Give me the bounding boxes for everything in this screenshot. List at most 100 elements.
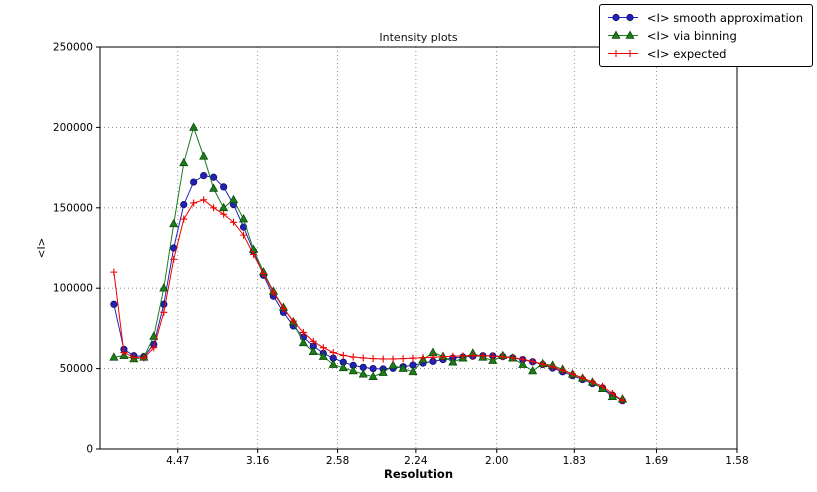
chart-title: Intensity plots (379, 31, 458, 44)
data-point-plus (220, 210, 228, 218)
legend-item-smooth-approximation: <I> smooth approximation (606, 9, 803, 26)
data-point-triangle (179, 157, 189, 167)
data-point-plus (489, 352, 497, 360)
data-point-plus (140, 354, 148, 362)
data-point-triangle (611, 30, 621, 39)
legend-item-expected: <I> expected (606, 45, 803, 62)
data-point-triangle (238, 214, 249, 223)
legend: <I> smooth approximation <I> via binning… (598, 4, 813, 67)
data-point-triangle (159, 283, 169, 292)
data-point-plus (160, 308, 168, 316)
data-point-circle (200, 172, 208, 180)
series-line (113, 199, 623, 401)
data-point-plus (479, 352, 487, 360)
data-point-triangle (199, 151, 209, 160)
data-point-plus (120, 349, 128, 357)
data-point-plus (608, 390, 616, 398)
data-point-triangle (488, 355, 498, 364)
x-axis-label: Resolution (383, 467, 454, 481)
data-point-plus (519, 355, 527, 363)
y-tick-label: 150000 (53, 202, 93, 214)
data-point-plus (559, 366, 567, 374)
axes-border (99, 46, 738, 450)
data-point-triangle (518, 359, 528, 368)
x-tick-label: 1.83 (563, 455, 586, 467)
data-point-plus (110, 268, 118, 276)
data-point-triangle (149, 331, 159, 340)
x-tick-label: 1.58 (725, 455, 748, 467)
y-tick-label: 0 (86, 444, 93, 456)
legend-marker-circle-icon (607, 13, 638, 22)
legend-label-expected: <I> expected (646, 46, 727, 61)
data-point-triangle (109, 352, 119, 361)
x-tick-label: 2.58 (326, 455, 349, 467)
data-point-plus (626, 50, 634, 57)
data-point-plus (618, 396, 626, 404)
data-point-triangle (625, 30, 635, 39)
x-tick-label: 2.00 (485, 455, 508, 467)
plot-background (100, 47, 737, 449)
data-point-plus (599, 382, 607, 390)
data-point-triangle (228, 194, 239, 204)
data-point-plus (150, 344, 158, 352)
data-point-plus (130, 353, 138, 361)
x-tick-label: 3.16 (246, 455, 270, 467)
data-point-circle (612, 13, 620, 22)
data-point-plus (319, 344, 327, 352)
data-point-plus (299, 328, 307, 336)
y-axis-label: <I> (36, 237, 48, 259)
data-point-plus (369, 355, 377, 363)
data-point-triangle (358, 369, 368, 378)
data-point-plus (289, 317, 297, 325)
data-point-triangle (398, 363, 408, 372)
y-tick-label: 200000 (53, 122, 93, 134)
series-line (113, 125, 623, 400)
data-point-plus (210, 204, 218, 212)
data-point-plus (399, 355, 407, 363)
data-point-plus (459, 352, 467, 360)
data-point-triangle (318, 351, 328, 360)
data-point-triangle (298, 337, 308, 347)
data-point-triangle (209, 183, 219, 192)
data-point-plus (469, 352, 477, 360)
data-point-plus (419, 354, 427, 362)
data-point-plus (260, 270, 268, 278)
data-point-plus (588, 378, 596, 386)
data-point-triangle (308, 346, 318, 356)
data-point-triangle (189, 122, 199, 131)
legend-label-smooth-approximation: <I> smooth approximation (646, 10, 803, 25)
data-point-triangle (408, 366, 418, 376)
data-point-plus (429, 353, 437, 361)
data-point-plus (549, 363, 557, 371)
data-point-circle (626, 13, 634, 22)
data-point-triangle (348, 365, 358, 375)
data-point-plus (569, 370, 577, 378)
data-point-plus (359, 354, 367, 362)
x-tick-label: 4.47 (166, 455, 189, 467)
data-point-triangle (378, 367, 388, 376)
data-point-plus (349, 353, 357, 361)
data-point-plus (200, 196, 208, 204)
data-point-plus (389, 355, 397, 363)
data-point-plus (190, 199, 198, 207)
x-tick-label: 1.69 (645, 455, 668, 467)
legend-label-via-binning: <I> via binning (646, 28, 737, 43)
data-point-plus (279, 304, 287, 312)
data-point-triangle (368, 371, 378, 380)
data-point-plus (269, 288, 277, 296)
data-point-plus (379, 355, 387, 363)
data-point-plus (612, 50, 620, 57)
data-point-plus (309, 337, 317, 345)
data-point-triangle (528, 365, 538, 375)
legend-item-via-binning: <I> via binning (606, 27, 803, 44)
data-point-plus (339, 351, 347, 359)
data-point-circle (220, 183, 228, 191)
y-tick-label: 50000 (60, 363, 93, 375)
data-point-plus (539, 360, 547, 368)
data-point-plus (439, 353, 447, 361)
data-point-plus (230, 218, 238, 226)
data-point-plus (249, 250, 257, 258)
data-point-plus (170, 255, 178, 263)
